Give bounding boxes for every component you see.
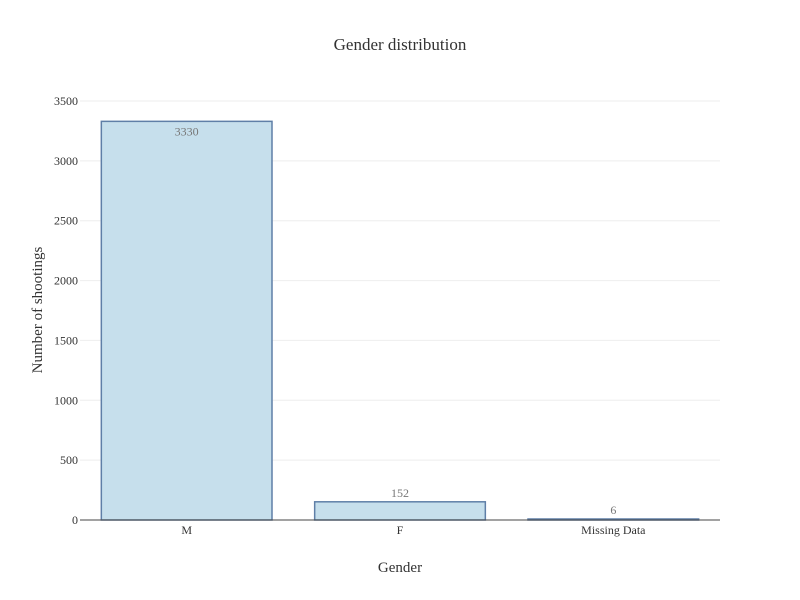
- x-axis-ticks: M F Missing Data: [181, 523, 646, 537]
- data-label: 3330: [175, 124, 199, 138]
- x-axis-title: Gender: [378, 560, 422, 576]
- bar-f[interactable]: [313, 501, 487, 521]
- data-label: 6: [610, 503, 616, 517]
- y-axis-title: Number of shootings: [30, 247, 46, 374]
- y-tick-label: 1000: [54, 393, 78, 407]
- y-axis-ticks: 0 500 1000 1500 2000 2500 3000 3500: [54, 94, 78, 527]
- x-tick-label: F: [397, 523, 404, 537]
- x-tick-label: Missing Data: [581, 523, 646, 537]
- y-tick-label: 3000: [54, 154, 78, 168]
- y-tick-label: 0: [72, 513, 78, 527]
- y-tick-label: 2500: [54, 214, 78, 228]
- x-tick-label: M: [181, 523, 192, 537]
- y-tick-label: 1500: [54, 333, 78, 347]
- bar-m[interactable]: [100, 120, 273, 521]
- y-tick-label: 3500: [54, 94, 78, 108]
- chart-title: Gender distribution: [334, 35, 467, 54]
- data-label: 152: [391, 486, 409, 500]
- y-tick-label: 500: [60, 453, 78, 467]
- y-tick-label: 2000: [54, 274, 78, 288]
- data-labels: 3330 152 6: [175, 124, 617, 517]
